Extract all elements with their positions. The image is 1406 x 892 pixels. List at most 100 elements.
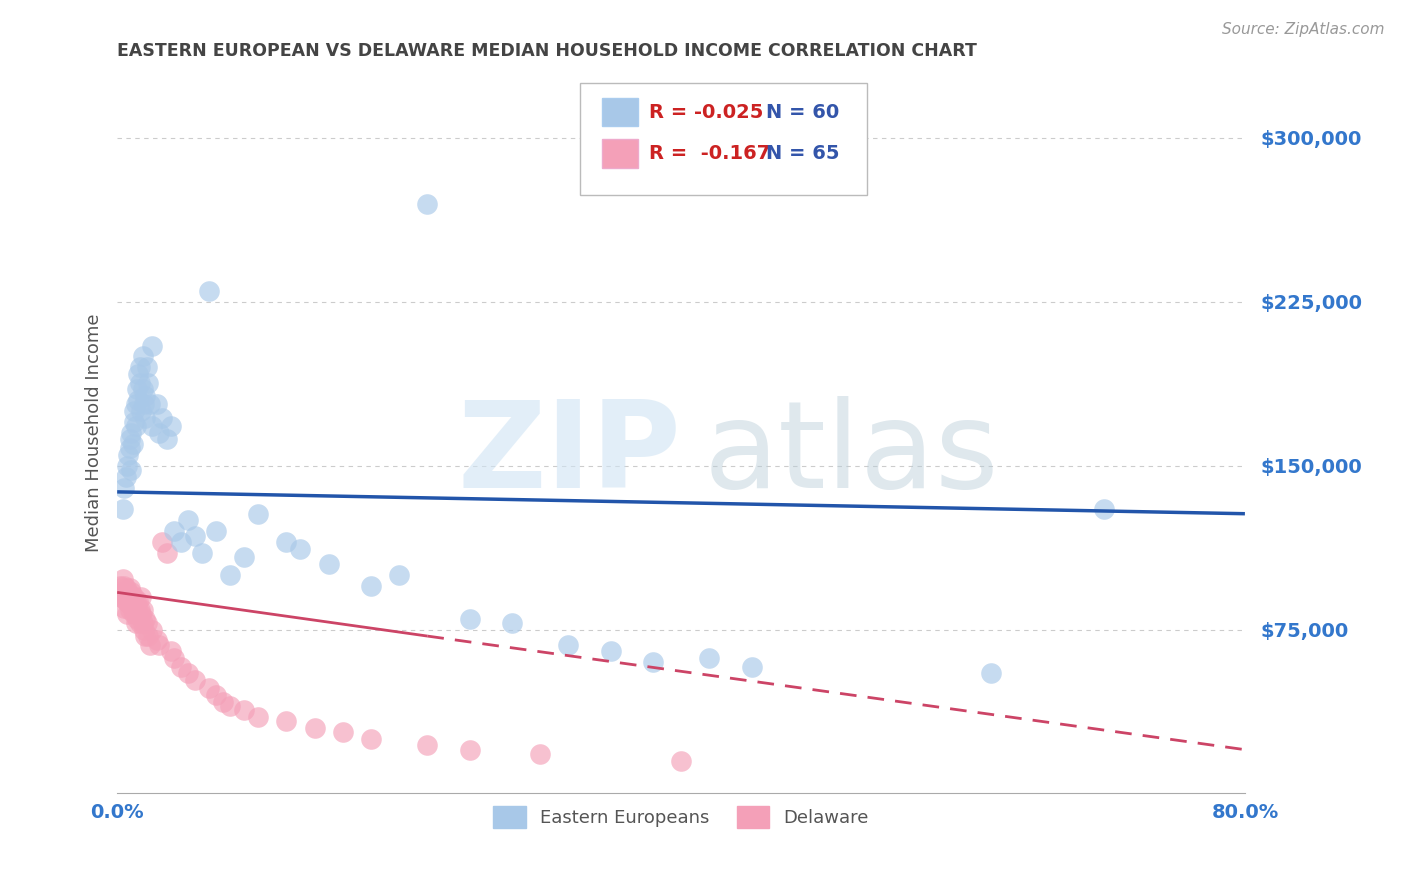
Point bbox=[134, 629, 156, 643]
Point bbox=[121, 594, 143, 608]
Point bbox=[118, 441, 141, 455]
Point bbox=[131, 382, 153, 396]
Text: R = -0.025: R = -0.025 bbox=[650, 103, 763, 121]
Point bbox=[122, 590, 145, 604]
Point bbox=[122, 404, 145, 418]
Point bbox=[388, 567, 411, 582]
Point bbox=[148, 425, 170, 440]
Point bbox=[416, 739, 439, 753]
Point bbox=[219, 567, 242, 582]
Point bbox=[247, 710, 270, 724]
Point bbox=[118, 594, 141, 608]
Point bbox=[247, 507, 270, 521]
Point bbox=[159, 419, 181, 434]
Point bbox=[124, 419, 146, 434]
Text: R =  -0.167: R = -0.167 bbox=[650, 145, 770, 163]
Point bbox=[111, 585, 134, 599]
Point bbox=[136, 629, 159, 643]
Point bbox=[120, 585, 142, 599]
Text: ZIP: ZIP bbox=[457, 396, 681, 513]
Point bbox=[219, 698, 242, 713]
Point bbox=[135, 615, 157, 630]
Point bbox=[117, 585, 139, 599]
Point bbox=[108, 579, 131, 593]
Point bbox=[128, 376, 150, 390]
Point bbox=[120, 590, 142, 604]
Point bbox=[150, 410, 173, 425]
Point bbox=[162, 524, 184, 539]
Point bbox=[136, 376, 159, 390]
Point bbox=[125, 382, 148, 396]
Point bbox=[112, 579, 135, 593]
Point bbox=[117, 448, 139, 462]
Point bbox=[134, 410, 156, 425]
Point bbox=[120, 599, 142, 613]
Point bbox=[131, 615, 153, 630]
Point bbox=[111, 502, 134, 516]
Point bbox=[111, 572, 134, 586]
Point bbox=[360, 579, 382, 593]
Point bbox=[150, 535, 173, 549]
Point bbox=[114, 594, 136, 608]
Point bbox=[205, 688, 228, 702]
Point bbox=[128, 360, 150, 375]
FancyBboxPatch shape bbox=[579, 83, 868, 195]
Point bbox=[118, 603, 141, 617]
Point bbox=[145, 633, 167, 648]
Point bbox=[501, 615, 523, 630]
Point bbox=[132, 623, 155, 637]
Point bbox=[458, 742, 481, 756]
Point bbox=[276, 535, 298, 549]
Point bbox=[122, 415, 145, 429]
Point bbox=[641, 655, 664, 669]
Point bbox=[121, 603, 143, 617]
Point bbox=[120, 425, 142, 440]
Point bbox=[304, 721, 326, 735]
Point bbox=[128, 615, 150, 630]
Point bbox=[135, 360, 157, 375]
Point bbox=[162, 651, 184, 665]
Point bbox=[183, 673, 205, 687]
Point bbox=[134, 611, 156, 625]
Legend: Eastern Europeans, Delaware: Eastern Europeans, Delaware bbox=[486, 798, 876, 835]
Point bbox=[145, 397, 167, 411]
Point bbox=[134, 389, 156, 403]
Point bbox=[124, 594, 146, 608]
Point bbox=[120, 463, 142, 477]
Point bbox=[159, 644, 181, 658]
Point bbox=[131, 603, 153, 617]
Point bbox=[127, 607, 149, 622]
Point bbox=[128, 603, 150, 617]
Point bbox=[124, 397, 146, 411]
Point bbox=[114, 581, 136, 595]
Point bbox=[129, 404, 152, 418]
Point bbox=[115, 458, 138, 473]
Point bbox=[205, 524, 228, 539]
Point bbox=[125, 611, 148, 625]
Point bbox=[124, 603, 146, 617]
Point bbox=[318, 557, 340, 571]
Text: Source: ZipAtlas.com: Source: ZipAtlas.com bbox=[1222, 22, 1385, 37]
Point bbox=[458, 611, 481, 625]
Point bbox=[169, 535, 191, 549]
Point bbox=[191, 546, 214, 560]
Text: EASTERN EUROPEAN VS DELAWARE MEDIAN HOUSEHOLD INCOME CORRELATION CHART: EASTERN EUROPEAN VS DELAWARE MEDIAN HOUS… bbox=[117, 42, 977, 60]
Point bbox=[141, 338, 163, 352]
Point bbox=[697, 651, 720, 665]
Point bbox=[176, 513, 198, 527]
Text: atlas: atlas bbox=[703, 396, 1000, 513]
Point bbox=[1092, 502, 1115, 516]
Point bbox=[557, 638, 579, 652]
Point bbox=[127, 594, 149, 608]
Point bbox=[138, 397, 160, 411]
Point bbox=[118, 581, 141, 595]
Point bbox=[132, 397, 155, 411]
Point bbox=[117, 596, 139, 610]
Point bbox=[198, 681, 221, 696]
Point bbox=[138, 638, 160, 652]
Point bbox=[127, 367, 149, 381]
Point bbox=[115, 607, 138, 622]
Text: N = 60: N = 60 bbox=[766, 103, 839, 121]
Point bbox=[669, 754, 692, 768]
Point bbox=[114, 469, 136, 483]
